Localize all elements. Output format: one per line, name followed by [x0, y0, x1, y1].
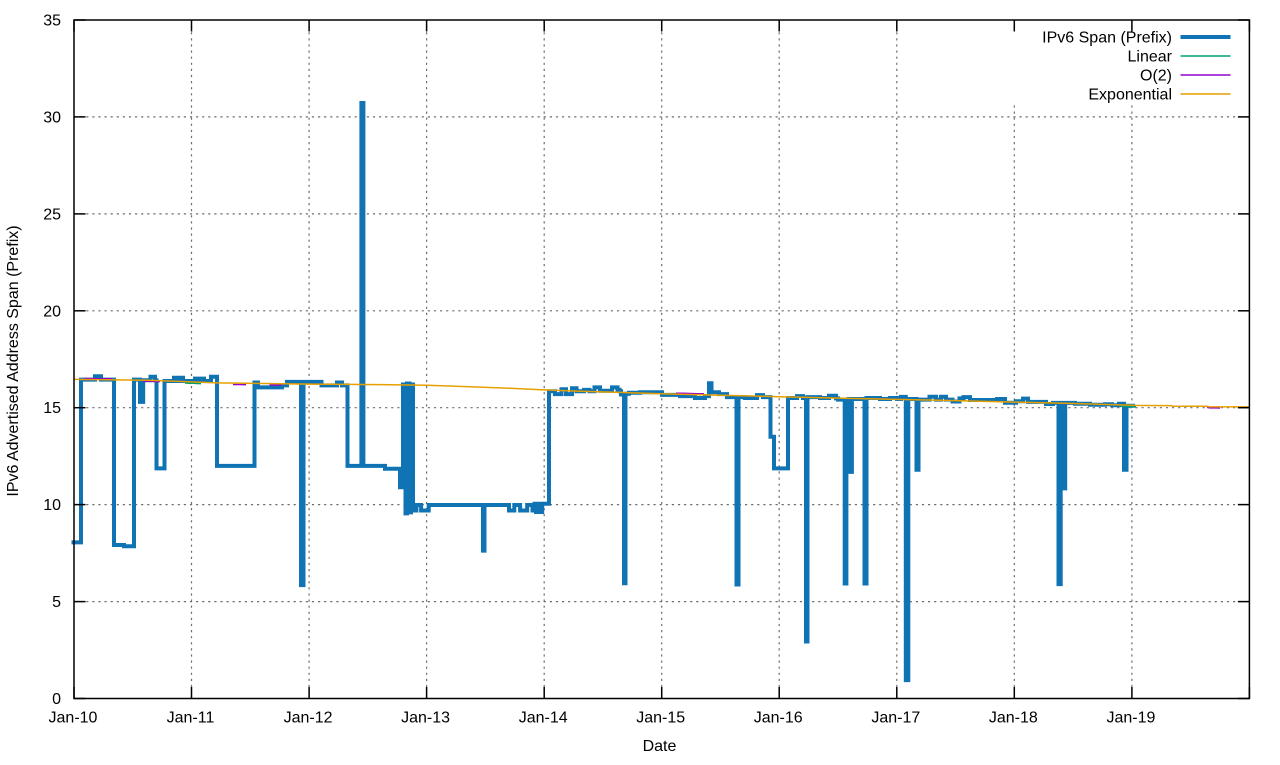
svg-text:25: 25: [43, 206, 61, 223]
svg-text:0: 0: [52, 691, 61, 708]
svg-text:Date: Date: [643, 738, 677, 755]
svg-text:Jan-14: Jan-14: [519, 710, 568, 727]
svg-text:Jan-11: Jan-11: [167, 710, 215, 727]
svg-text:Linear: Linear: [1128, 49, 1173, 66]
svg-text:Jan-10: Jan-10: [49, 710, 98, 727]
svg-text:Jan-19: Jan-19: [1106, 710, 1155, 727]
svg-text:Jan-16: Jan-16: [754, 710, 803, 727]
svg-text:5: 5: [52, 594, 61, 611]
svg-text:10: 10: [43, 497, 61, 514]
svg-text:Jan-13: Jan-13: [401, 710, 450, 727]
svg-text:15: 15: [43, 400, 61, 417]
svg-text:Jan-12: Jan-12: [284, 710, 333, 727]
svg-text:20: 20: [43, 303, 61, 320]
svg-text:Jan-18: Jan-18: [989, 710, 1038, 727]
svg-text:IPv6 Advertised Address Span (: IPv6 Advertised Address Span (Prefix): [5, 225, 22, 496]
svg-text:30: 30: [43, 109, 61, 126]
svg-text:35: 35: [43, 13, 61, 30]
svg-text:Jan-17: Jan-17: [871, 710, 920, 727]
svg-text:Jan-15: Jan-15: [636, 710, 685, 727]
svg-text:O(2): O(2): [1140, 68, 1172, 85]
svg-text:IPv6 Span (Prefix): IPv6 Span (Prefix): [1042, 30, 1172, 47]
svg-text:Exponential: Exponential: [1088, 87, 1172, 104]
